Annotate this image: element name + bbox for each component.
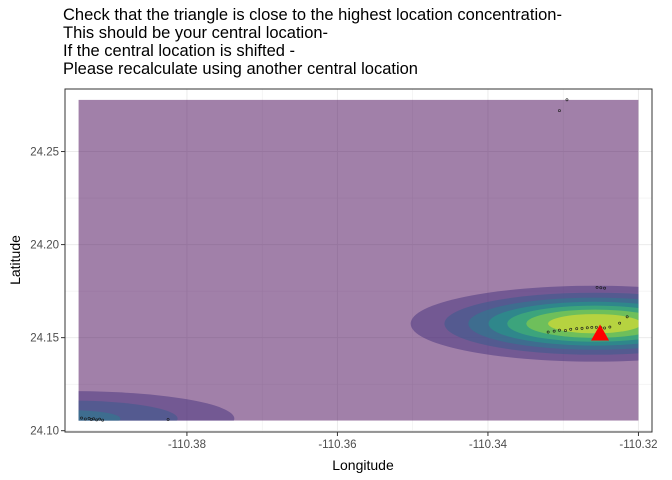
x-axis: -110.38 -110.36 -110.34 -110.32 <box>168 432 658 451</box>
density-layer <box>78 99 639 421</box>
location-point <box>95 418 99 422</box>
x-tick-label: -110.38 <box>168 439 206 451</box>
location-point <box>558 328 561 332</box>
x-tick-label: -110.32 <box>619 439 657 451</box>
location-point <box>618 321 622 325</box>
location-point <box>580 326 584 330</box>
title-line-2: This should be your central location- <box>63 24 329 42</box>
panel-border <box>64 88 653 433</box>
title-line-1: Check that the triangle is close to the … <box>63 6 562 24</box>
central-marker-layer <box>591 324 610 341</box>
location-point <box>83 417 87 421</box>
location-point <box>80 416 83 420</box>
location-point <box>558 109 561 112</box>
location-point <box>585 326 589 330</box>
density-level-3-peak-1 <box>78 410 121 421</box>
location-point <box>625 315 629 319</box>
central-location-triangle <box>591 324 610 341</box>
y-tick-label: 24.15 <box>30 333 59 345</box>
y-tick-label: 24.10 <box>30 426 59 438</box>
location-point <box>599 286 603 290</box>
location-point <box>575 327 579 331</box>
location-point <box>590 326 594 329</box>
location-point <box>569 327 573 331</box>
x-tick-label: -110.34 <box>469 439 508 451</box>
location-point <box>603 286 606 290</box>
location-point <box>565 98 569 102</box>
y-tick-label: 24.25 <box>30 147 59 159</box>
location-point <box>166 418 170 421</box>
density-level-7-peak-0 <box>548 314 639 334</box>
location-point <box>546 330 550 334</box>
density-level-0 <box>78 99 639 421</box>
location-point <box>87 417 91 420</box>
location-point <box>595 285 599 289</box>
location-point <box>101 418 105 422</box>
density-contours <box>78 99 639 421</box>
location-point <box>98 417 102 421</box>
location-point <box>594 325 598 329</box>
location-point <box>564 329 567 332</box>
x-tick-label: -110.36 <box>318 439 356 451</box>
title-line-3: If the central location is shifted - <box>63 42 296 60</box>
x-axis-label: Longitude <box>332 457 394 473</box>
chart-title: Check that the triangle is close to the … <box>63 6 663 78</box>
location-point <box>603 326 606 330</box>
y-tick-label: 24.20 <box>30 240 59 252</box>
location-points <box>80 98 629 422</box>
location-point <box>552 329 556 333</box>
title-line-4: Please recalculate using another central… <box>63 60 418 78</box>
y-axis: 24.10 24.15 24.20 24.25 <box>30 147 65 438</box>
location-point <box>92 417 95 421</box>
y-axis-label: Latitude <box>7 235 23 285</box>
location-point <box>608 325 612 329</box>
